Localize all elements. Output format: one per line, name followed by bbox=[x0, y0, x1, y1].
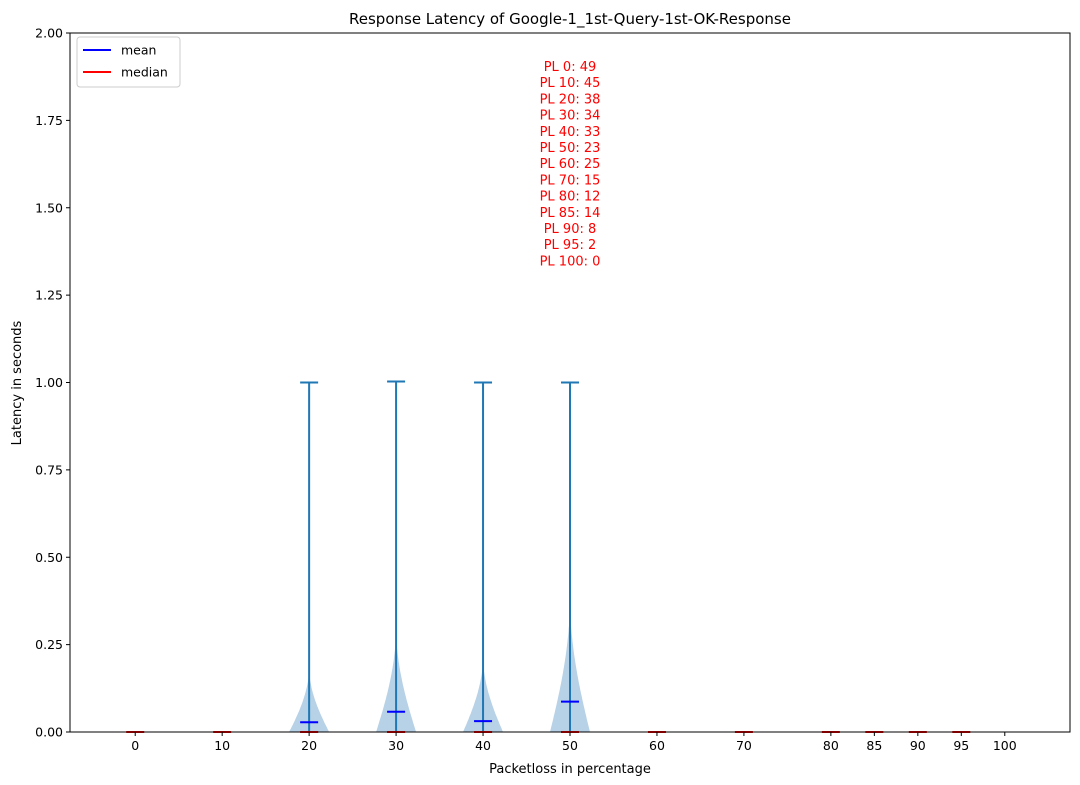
x-tick-label: 60 bbox=[649, 738, 665, 753]
y-axis-label: Latency in seconds bbox=[10, 320, 25, 445]
annotation-line: PL 10: 45 bbox=[540, 76, 601, 91]
legend-label: mean bbox=[121, 43, 156, 58]
annotation-line: PL 50: 23 bbox=[540, 141, 601, 156]
y-tick-label: 0.00 bbox=[35, 725, 63, 740]
y-tick-label: 2.00 bbox=[35, 26, 63, 41]
x-tick-label: 85 bbox=[866, 738, 882, 753]
x-tick-label: 95 bbox=[953, 738, 969, 753]
annotation-line: PL 0: 49 bbox=[544, 60, 597, 75]
legend: mean median bbox=[76, 36, 181, 88]
violin-30 bbox=[376, 380, 417, 733]
annotation-line: PL 100: 0 bbox=[540, 254, 601, 269]
y-tick-label: 1.75 bbox=[35, 113, 63, 128]
annotation-line: PL 95: 2 bbox=[544, 238, 597, 253]
x-tick-label: 50 bbox=[562, 738, 578, 753]
legend-label: median bbox=[121, 65, 168, 80]
plot-frame bbox=[69, 32, 1071, 733]
x-tick-label: 10 bbox=[214, 738, 230, 753]
x-tick-label: 30 bbox=[388, 738, 404, 753]
annotation-line: PL 40: 33 bbox=[540, 125, 601, 140]
y-tick-label: 1.00 bbox=[35, 375, 63, 390]
annotation-line: PL 60: 25 bbox=[540, 157, 601, 172]
x-tick-label: 100 bbox=[993, 738, 1017, 753]
y-tick-label: 1.25 bbox=[35, 288, 63, 303]
x-tick-label: 70 bbox=[736, 738, 752, 753]
x-tick-label: 90 bbox=[910, 738, 926, 753]
y-tick-label: 0.50 bbox=[35, 550, 63, 565]
y-tick-label: 0.25 bbox=[35, 637, 63, 652]
violins-layer bbox=[126, 380, 971, 733]
chart-title: Response Latency of Google-1_1st-Query-1… bbox=[349, 10, 791, 29]
x-axis-label: Packetloss in percentage bbox=[489, 762, 651, 777]
annotation-line: PL 85: 14 bbox=[540, 206, 601, 221]
y-tick-label: 1.50 bbox=[35, 200, 63, 215]
annotation-line: PL 70: 15 bbox=[540, 173, 601, 188]
annotation-line: PL 30: 34 bbox=[540, 109, 601, 124]
annotation-line: PL 20: 38 bbox=[540, 92, 601, 107]
x-tick-label: 40 bbox=[475, 738, 491, 753]
x-tick-label: 0 bbox=[131, 738, 139, 753]
y-tick-label: 0.75 bbox=[35, 462, 63, 477]
ticks-layer: 0.00 0.25 0.50 0.75 1.00 1.25 1.50 1.75 2.00 0 10 2… bbox=[35, 26, 1017, 754]
x-tick-label: 80 bbox=[823, 738, 839, 753]
annotation-line: PL 80: 12 bbox=[540, 190, 601, 205]
annotation-line: PL 90: 8 bbox=[544, 222, 597, 237]
x-tick-label: 20 bbox=[301, 738, 317, 753]
